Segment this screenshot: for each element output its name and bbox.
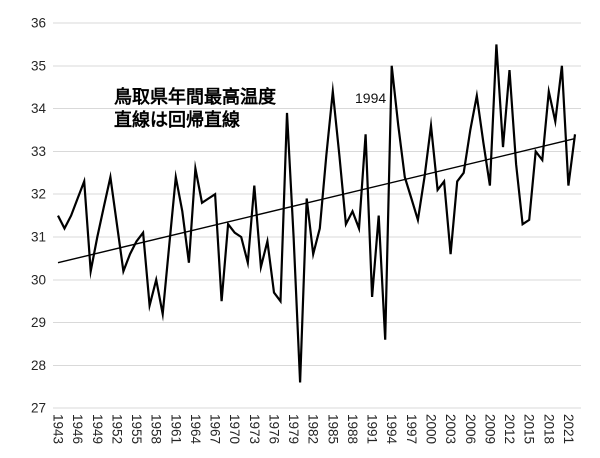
x-axis-label: 1949	[90, 414, 105, 444]
y-axis-label: 28	[31, 358, 46, 373]
gridlines	[53, 22, 581, 409]
x-axis-tick: 1985	[325, 414, 340, 444]
x-axis-label: 1946	[70, 414, 85, 444]
x-axis-label: 1958	[149, 414, 164, 444]
x-axis-tick: 1994	[384, 414, 399, 445]
x-axis-tick: 1943	[51, 414, 66, 444]
x-axis-label: 1997	[404, 414, 419, 444]
y-axis-label: 31	[31, 230, 46, 245]
data-line	[57, 44, 577, 383]
x-axis-tick: 1946	[70, 414, 85, 444]
x-axis-label: 1976	[267, 414, 282, 444]
x-axis-tick: 1970	[227, 414, 242, 444]
x-axis-label: 2021	[561, 414, 576, 444]
y-axis-label: 29	[31, 315, 46, 330]
x-axis-label: 1979	[286, 414, 301, 444]
x-axis-tick: 2003	[443, 414, 458, 444]
x-axis-label: 2006	[463, 414, 478, 444]
x-axis-tick: 1973	[247, 414, 262, 444]
x-axis-label: 2000	[424, 414, 439, 444]
x-axis-label: 2018	[541, 414, 556, 444]
x-axis-tick: 2021	[561, 414, 576, 444]
x-axis-tick: 1991	[365, 414, 380, 444]
x-axis-label: 1943	[51, 414, 66, 444]
x-axis-tick: 1982	[306, 414, 321, 444]
x-axis-label: 1982	[306, 414, 321, 444]
x-axis-tick: 1976	[267, 414, 282, 444]
x-axis-tick: 2006	[463, 414, 478, 444]
x-axis-tick: 1997	[404, 414, 419, 444]
x-axis-tick: 1979	[286, 414, 301, 444]
y-axis-label: 30	[31, 272, 46, 287]
x-axis-label: 1955	[129, 414, 144, 444]
x-axis-label: 2012	[502, 414, 517, 444]
x-axis-label: 1994	[384, 414, 399, 445]
chart-title: 鳥取県年間最高温度	[114, 87, 276, 107]
x-axis-tick: 2000	[424, 414, 439, 444]
x-axis-tick: 1955	[129, 414, 144, 444]
y-axis-label: 35	[31, 58, 46, 73]
x-axis-tick: 1958	[149, 414, 164, 444]
y-axis-label: 27	[31, 401, 46, 416]
y-axis-label: 36	[31, 16, 46, 31]
x-axis-label: 1970	[227, 414, 242, 444]
x-axis-tick: 1964	[188, 414, 203, 445]
x-axis-tick: 1952	[109, 414, 124, 444]
x-axis-label: 1988	[345, 414, 360, 444]
x-axis-tick: 1988	[345, 414, 360, 444]
x-axis-tick: 1949	[90, 414, 105, 444]
y-axis-labels: 27 28 29 30 31 32 33 34 35 36	[31, 16, 47, 416]
x-axis-labels: 1943 1946 1949 1952 1955 1958 1961 1964 1967 1970…	[51, 414, 576, 445]
chart-subtitle: 直線は回帰直線	[114, 110, 240, 130]
x-axis-label: 1991	[365, 414, 380, 444]
y-axis-label: 32	[31, 187, 46, 202]
y-axis-label: 34	[31, 101, 47, 116]
x-axis-label: 1973	[247, 414, 262, 444]
x-axis-tick: 1961	[168, 414, 183, 444]
x-axis-tick: 2015	[522, 414, 537, 444]
annotation-1994: 1994	[355, 90, 387, 106]
x-axis-tick: 2009	[482, 414, 497, 444]
x-axis-tick: 2018	[541, 414, 556, 444]
x-axis-label: 1964	[188, 414, 203, 445]
x-axis-label: 1985	[325, 414, 340, 444]
x-axis-label: 1961	[168, 414, 183, 444]
x-axis-tick: 1967	[208, 414, 223, 444]
x-axis-label: 2003	[443, 414, 458, 444]
x-axis-label: 1967	[208, 414, 223, 444]
x-axis-tick: 2012	[502, 414, 517, 444]
x-axis-label: 2015	[522, 414, 537, 444]
y-axis-label: 33	[31, 144, 46, 159]
x-axis-label: 2009	[482, 414, 497, 444]
x-axis-label: 1952	[109, 414, 124, 444]
